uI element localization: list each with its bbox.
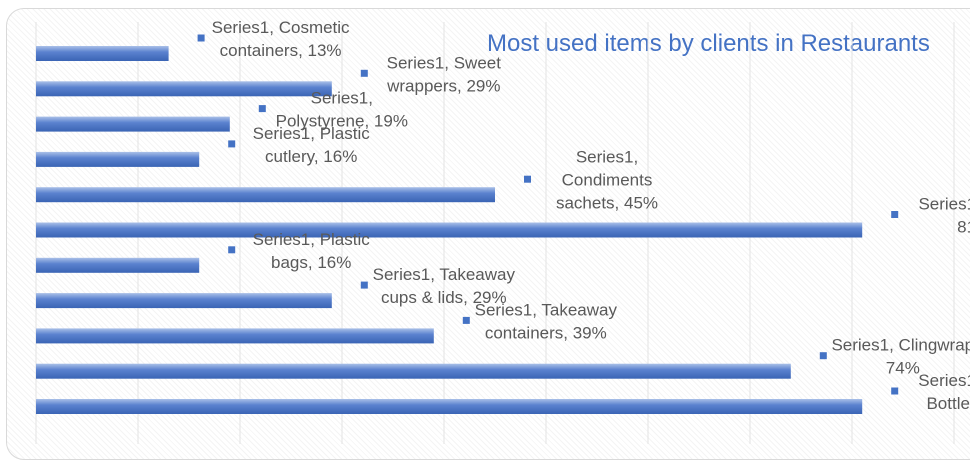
data-label: Series1, Condiments sachets, 45% bbox=[556, 148, 658, 213]
data-label-marker bbox=[228, 246, 236, 254]
data-label: Series1, Plastic cutlery, 16% bbox=[253, 124, 371, 166]
bar bbox=[36, 81, 332, 97]
data-label: Series1, Polystyrene, 19% bbox=[276, 89, 408, 131]
bar-chart: Series1, Cosmetic containers, 13% Series1,… bbox=[35, 18, 970, 444]
bar bbox=[36, 293, 332, 309]
data-label-marker bbox=[524, 175, 531, 183]
data-label-marker bbox=[360, 281, 368, 289]
data-label-marker bbox=[228, 140, 236, 148]
data-label-marker bbox=[258, 105, 266, 113]
data-label: Series1, Tinfoil81% bbox=[918, 195, 970, 237]
bar bbox=[36, 187, 495, 203]
data-label: Series1, Takeaway cups & lids, 29% bbox=[373, 265, 516, 307]
bar bbox=[36, 151, 200, 167]
data-label-marker bbox=[891, 211, 899, 218]
data-label: Series1, Clingwrap 74% bbox=[831, 336, 970, 378]
data-label-marker bbox=[360, 69, 368, 77]
bar bbox=[36, 257, 200, 273]
bar bbox=[36, 222, 863, 238]
data-label-marker bbox=[819, 352, 827, 360]
bar bbox=[36, 399, 863, 414]
data-label: Series1, Plastic bags, 16% bbox=[253, 230, 371, 272]
data-label-marker bbox=[891, 387, 899, 395]
data-label: Series1, Takeaway containers, 39% bbox=[475, 300, 618, 342]
chart-title: Most used items by clients in Restaurant… bbox=[487, 30, 930, 57]
data-label-marker bbox=[462, 316, 470, 324]
data-labels: Series1, Cosmetic containers, 13% Series1,… bbox=[197, 18, 970, 413]
data-label: Series1, Cosmetic containers, 13% bbox=[212, 18, 350, 60]
data-label: Series1, WaterBottles, 81% bbox=[918, 371, 970, 413]
bars bbox=[36, 46, 863, 414]
bar bbox=[36, 328, 434, 344]
data-label-marker bbox=[197, 34, 205, 42]
bar bbox=[36, 116, 230, 132]
data-label: Series1, Sweet wrappers, 29% bbox=[386, 53, 501, 95]
bar bbox=[36, 363, 791, 379]
bar bbox=[36, 46, 169, 61]
